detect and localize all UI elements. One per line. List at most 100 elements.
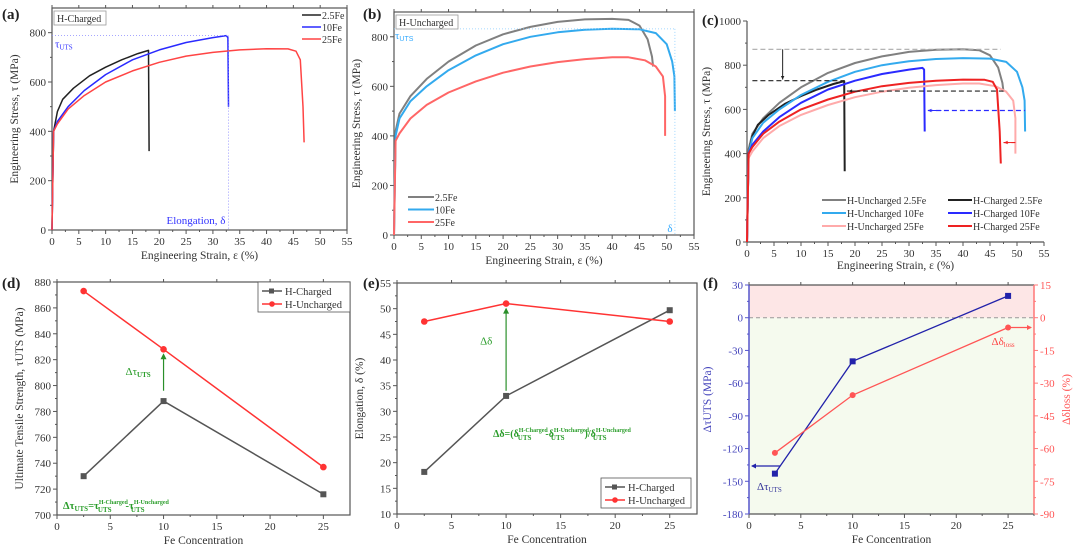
right-y-tick-label: -90 (1040, 509, 1055, 521)
formula-part: =τ (88, 501, 99, 512)
data-point-square (771, 470, 778, 477)
right-y-tick-label: -45 (1040, 411, 1055, 423)
delta-symbol: Δτ (757, 481, 769, 493)
stress-strain-curve-H-Uncharged-10Fe (746, 57, 1027, 243)
legend-label: H-Uncharged 2.5Fe (847, 196, 927, 207)
x-tick-label: 45 (288, 236, 300, 248)
positive-region-shading (749, 285, 1034, 318)
right-axis-indicator-arrow-head (1027, 325, 1032, 331)
y-tick-label: 40 (380, 355, 392, 367)
stress-strain-curve-2.5Fe (393, 17, 655, 236)
y-tick-label: 45 (380, 329, 392, 341)
data-point-square (849, 358, 856, 365)
x-tick-label: 5 (108, 521, 114, 533)
data-point-circle (666, 318, 674, 325)
delta-loss-annotation: Δδloss (992, 336, 1015, 349)
x-axis-label: Engineering Strain, ε (%) (485, 255, 602, 267)
x-tick-label: 20 (498, 241, 510, 253)
y-tick-label: 760 (35, 432, 52, 444)
y-tick-label: 400 (725, 149, 742, 161)
data-point-circle (320, 463, 327, 471)
x-tick-label: 55 (1039, 248, 1051, 260)
plot-frame (56, 281, 351, 516)
y-tick-label: 800 (372, 32, 389, 44)
data-point-square (160, 398, 167, 405)
formula-sup: H-Charged (99, 500, 129, 506)
formula-part: Δδ=(δ (493, 429, 519, 440)
panel-d: 0 5 10 15 20 25 Fe Concentration 700 720 740 760 78… (2, 276, 351, 547)
x-tick-label: 10 (158, 521, 170, 533)
left-y-tick-label: -150 (723, 476, 744, 488)
right-y-tick-label: 15 (1040, 280, 1052, 292)
y-tick-label: 20 (380, 458, 392, 470)
condition-label-box (395, 14, 459, 30)
formula-part: Δτ (63, 501, 75, 512)
panel-label: (e) (363, 276, 380, 292)
y-tick-label: 25 (380, 432, 392, 444)
legend-box (257, 281, 351, 313)
legend-marker (612, 497, 618, 503)
x-tick-label: 35 (579, 241, 591, 253)
x-axis-label: Fe Concentration (507, 534, 587, 546)
y-axis-label: Elongation, δ (%) (354, 357, 366, 439)
x-tick-label: 0 (744, 248, 750, 260)
y-tick-label: 10 (380, 509, 392, 521)
left-y-tick-label: -60 (728, 378, 743, 390)
data-point-circle (80, 287, 87, 295)
panel-c: 0 5 10 15 20 25 30 35 40 45 50 55 Engineering Strain… (701, 13, 1050, 272)
x-tick-label: 20 (850, 248, 862, 260)
stress-strain-curve-H-Charged-10Fe (746, 66, 926, 243)
data-point-square (320, 491, 327, 498)
negative-region-shading (749, 317, 1034, 514)
y-tick-label: 1000 (719, 16, 742, 28)
y-tick-label: 15 (380, 483, 392, 495)
x-tick-label: 0 (54, 521, 60, 533)
left-y-tick-label: -90 (728, 411, 743, 423)
uts-subscript: UTS (399, 36, 413, 43)
left-y-tick-label: 0 (738, 313, 744, 325)
data-point-circle (849, 392, 856, 399)
data-point-circle (160, 346, 167, 353)
x-tick-label: 15 (823, 248, 835, 260)
x-tick-label: 15 (470, 241, 482, 253)
x-tick-label: 50 (1012, 248, 1024, 260)
formula-sub: UTS (551, 434, 565, 442)
y-tick-label: 720 (35, 484, 52, 496)
right-y-tick-label: -75 (1040, 476, 1055, 488)
elongation-annotation: δ (667, 223, 672, 235)
condition-label: H-Uncharged (399, 18, 453, 29)
x-tick-label: 55 (689, 241, 701, 253)
legend-label: H-Uncharged (285, 300, 343, 311)
y-tick-label: 600 (372, 81, 389, 93)
data-point-circle (771, 449, 778, 456)
x-tick-label: 50 (661, 241, 673, 253)
subscript: loss (1004, 341, 1015, 349)
uts-annotation: τUTS (55, 39, 73, 52)
y-tick-label: 30 (380, 406, 392, 418)
y-tick-label: 400 (30, 126, 47, 138)
panel-label: (d) (2, 276, 20, 292)
legend-label: H-Uncharged 25Fe (847, 222, 924, 233)
y-tick-label: 35 (380, 381, 392, 393)
formula-sub: UTS (593, 434, 607, 442)
y-tick-label: 0 (736, 237, 742, 249)
left-y-axis-label: ΔτUTS (MPa) (702, 366, 714, 432)
stress-strain-curve-10Fe (393, 27, 676, 236)
x-tick-label: 25 (664, 520, 676, 532)
x-tick-label: 20 (154, 236, 166, 248)
x-tick-label: 5 (419, 241, 425, 253)
condition-label: H-Charged (57, 14, 101, 25)
y-tick-label: 700 (35, 510, 52, 522)
stress-strain-curve-10Fe (51, 34, 230, 231)
stress-strain-curve-H-Uncharged-25Fe (746, 82, 1017, 243)
x-tick-label: 50 (315, 236, 327, 248)
delta-uts-annotation: ΔτUTS (126, 366, 151, 379)
stress-strain-curve-H-Charged-25Fe (746, 78, 1002, 243)
left-y-tick-label: -120 (723, 444, 744, 456)
delta-elongation-formula: Δδ=(δH-Charged UTS -δH-Uncharged UTS)/δH-Un… (493, 428, 631, 442)
formula-part: -δ (545, 429, 554, 440)
x-tick-label: 0 (391, 241, 397, 253)
x-tick-label: 10 (100, 236, 112, 248)
legend-box (600, 477, 692, 509)
